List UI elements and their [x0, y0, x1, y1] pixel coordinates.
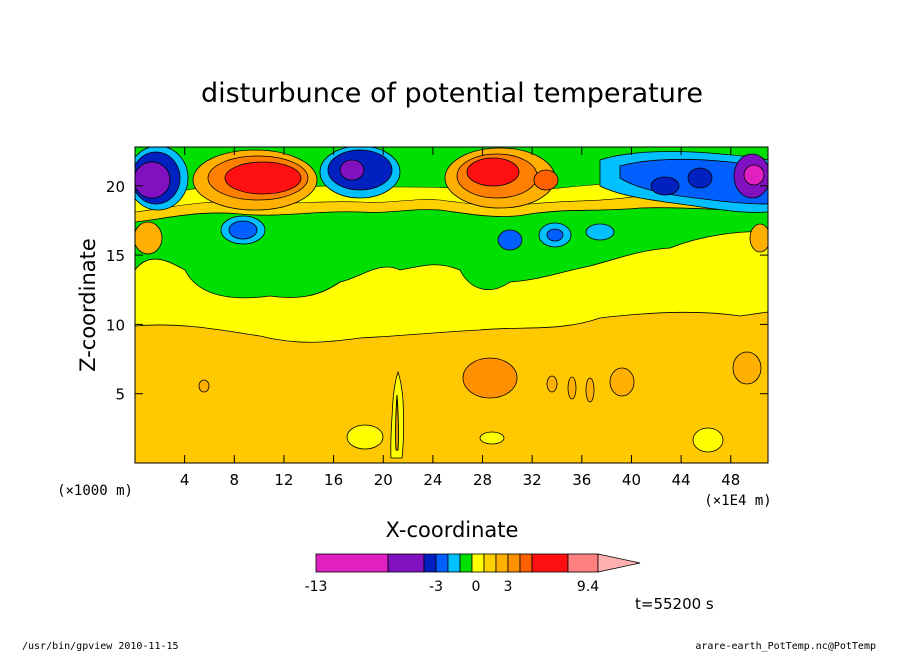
colorbar-swatch	[531, 553, 569, 573]
footer-right: arare-earth_PotTemp.nc@PotTemp	[695, 641, 876, 652]
y-tick-label: 5	[115, 386, 125, 404]
plot-frame	[134, 146, 769, 464]
colorbar-label: -13	[305, 579, 328, 595]
x-axis-label: X-coordinate	[386, 518, 519, 542]
warm-blob-lower-2	[609, 367, 635, 397]
x-tick-label: 4	[180, 471, 190, 489]
x-tick-label: 12	[274, 471, 293, 489]
cold-anomaly-right-a	[650, 176, 680, 196]
cool-blob-lower-2	[479, 431, 505, 445]
warm-blob-lower	[462, 357, 518, 399]
colorbar-label: 9.4	[577, 579, 599, 595]
cold-anomaly-right-b	[687, 167, 713, 189]
colorbar-swatch	[387, 553, 425, 573]
colorbar-swatch	[567, 553, 599, 573]
x-tick-label: 32	[523, 471, 542, 489]
x-tick-label: 16	[324, 471, 343, 489]
warm-blob-lower-6	[585, 377, 595, 403]
footer-left: /usr/bin/gpview 2010-11-15	[22, 641, 179, 652]
colorbar-swatch	[483, 553, 497, 573]
colorbar-swatch	[459, 553, 473, 573]
warm-blob-lower-5	[567, 376, 577, 400]
colorbar-arrow	[597, 553, 641, 573]
cold-anomaly-mid-min	[339, 159, 365, 181]
plume-core	[395, 394, 399, 451]
colorbar-swatch	[495, 553, 509, 573]
x-tick-label: 36	[572, 471, 591, 489]
chart-title: disturbunce of potential temperature	[201, 78, 703, 109]
x-tick-label: 28	[473, 471, 492, 489]
colorbar-swatch	[423, 553, 437, 573]
warm-anomaly-2-core	[466, 157, 520, 187]
colorbar-label: 3	[504, 579, 513, 595]
warm-anomaly-2-side	[533, 169, 559, 191]
cold-anomaly-left-core	[135, 161, 171, 199]
colorbar-swatch	[519, 553, 533, 573]
x-tick-label: 48	[721, 471, 740, 489]
y-scale-note: (×1000 m)	[57, 483, 133, 499]
x-tick-label: 8	[230, 471, 240, 489]
colorbar-swatch	[435, 553, 449, 573]
warm-blob-right	[749, 223, 768, 253]
colorbar-labels: -13 -3 0 3 9.4	[305, 579, 600, 595]
cold-blob-d-core	[546, 228, 564, 242]
cold-blob-c	[497, 229, 523, 251]
y-tick-label: 20	[106, 178, 125, 196]
x-tick-label: 20	[374, 471, 393, 489]
y-tick-label: 15	[106, 247, 125, 265]
warm-blob-lower-7	[198, 379, 210, 393]
x-scale-note: (×1E4 m)	[704, 493, 771, 509]
warm-blob-lower-3	[732, 351, 762, 385]
x-axis: 4 8 12 16 20 24 28 32 36 40 44 48	[180, 147, 740, 489]
colorbar	[315, 553, 641, 573]
warm-anomaly-1-core	[224, 161, 302, 195]
cool-blob-lower-1	[346, 424, 384, 450]
colorbar-swatch	[507, 553, 521, 573]
x-tick-label: 40	[622, 471, 641, 489]
colorbar-swatch	[447, 553, 461, 573]
warm-blob-lower-4	[546, 375, 558, 393]
heatmap-field	[135, 147, 768, 463]
cold-anomaly-right-core	[743, 164, 765, 186]
x-tick-label: 24	[423, 471, 442, 489]
cool-blob-lower-3	[692, 427, 724, 453]
time-label: t=55200 s	[635, 595, 714, 613]
colorbar-label: 0	[472, 579, 481, 595]
y-axis-label: Z-coordinate	[76, 238, 100, 372]
colorbar-label: -3	[429, 579, 443, 595]
y-tick-label: 10	[106, 316, 125, 334]
x-tick-label: 44	[672, 471, 691, 489]
cold-blob-e	[585, 223, 615, 241]
cold-blob-b-core	[228, 220, 258, 240]
colorbar-swatch	[315, 553, 389, 573]
colorbar-swatch	[471, 553, 485, 573]
y-axis: 5 10 15 20	[106, 178, 768, 404]
warm-blob-left	[135, 221, 163, 255]
